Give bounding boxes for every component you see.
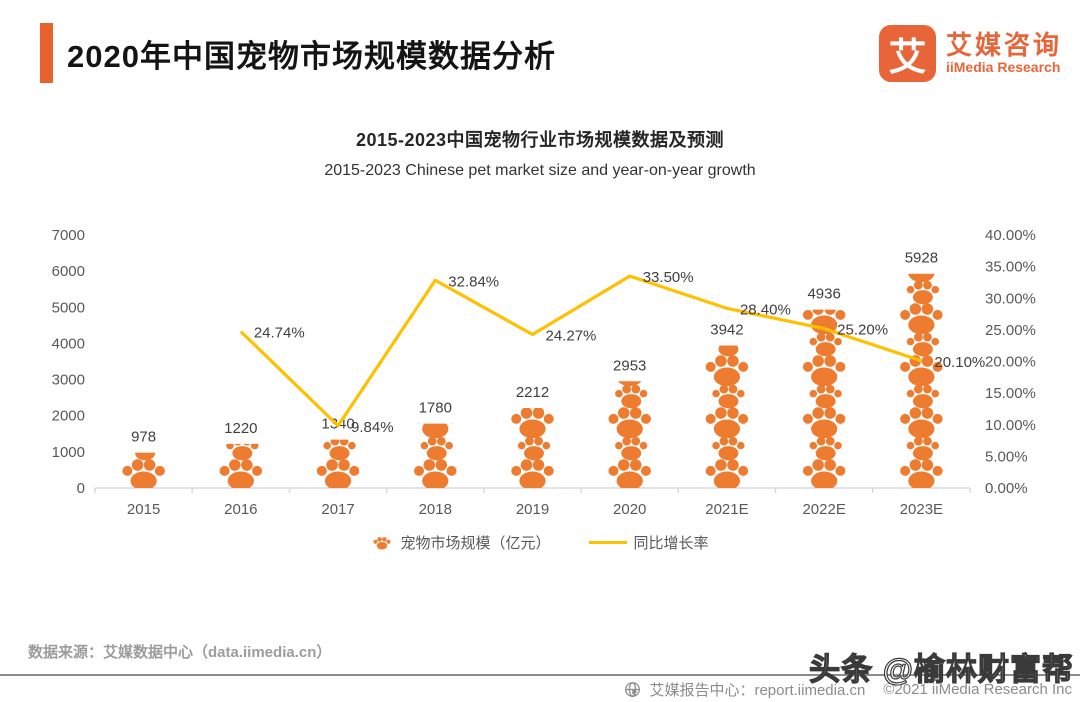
copyright-text: ©2021 iiMedia Research Inc (883, 681, 1072, 698)
svg-text:2000: 2000 (52, 408, 85, 425)
svg-text:40.00%: 40.00% (985, 227, 1036, 244)
svg-text:1780: 1780 (419, 400, 452, 417)
svg-text:2212: 2212 (516, 384, 549, 401)
legend-item-growth-rate: 同比增长率 (588, 532, 709, 553)
svg-text:2021E: 2021E (705, 501, 748, 518)
svg-text:4936: 4936 (807, 286, 840, 303)
brand-name-en: iiMedia Research (945, 59, 1061, 76)
svg-text:0.00%: 0.00% (985, 480, 1028, 497)
svg-text:2018: 2018 (419, 501, 452, 518)
svg-text:6000: 6000 (52, 263, 85, 280)
page-title: 2020年中国宠物市场规模数据分析 (67, 38, 556, 74)
svg-text:25.20%: 25.20% (837, 322, 888, 339)
svg-text:10.00%: 10.00% (985, 417, 1036, 434)
legend-label-market-size: 宠物市场规模（亿元） (400, 535, 551, 552)
svg-text:35.00%: 35.00% (985, 259, 1036, 276)
footer-divider (0, 674, 1080, 676)
chart-legend: 宠物市场规模（亿元） 同比增长率 (0, 532, 1080, 553)
brand-logo-icon: 艾 (878, 25, 936, 82)
svg-text:30.00%: 30.00% (985, 290, 1036, 307)
header: 2020年中国宠物市场规模数据分析 (40, 23, 556, 83)
paw-icon (373, 536, 391, 549)
svg-text:15.00%: 15.00% (985, 385, 1036, 402)
svg-text:20.10%: 20.10% (934, 354, 985, 371)
svg-text:978: 978 (131, 429, 156, 446)
combo-chart: 0 1000 2000 3000 4000 5000 6000 7000 0.00% 5.00% 1… (0, 220, 1080, 560)
legend-label-growth-rate: 同比增长率 (633, 535, 709, 552)
data-source-note: 数据来源：艾媒数据中心（data.iimedia.cn） (28, 644, 332, 661)
svg-text:2017: 2017 (321, 501, 354, 518)
svg-text:5.00%: 5.00% (985, 448, 1028, 465)
svg-text:2020: 2020 (613, 501, 646, 518)
watermark: 头条 @榆林财富帮 (809, 651, 1074, 687)
svg-text:9.84%: 9.84% (351, 419, 394, 436)
title-accent-bar (40, 23, 53, 83)
svg-text:2015: 2015 (127, 501, 160, 518)
svg-text:4000: 4000 (52, 335, 85, 352)
brand-logo: 艾 艾媒咨询 iiMedia Research (878, 25, 1062, 82)
svg-text:33.50%: 33.50% (643, 269, 694, 286)
svg-text:2953: 2953 (613, 357, 646, 374)
globe-cursor-icon (625, 682, 641, 697)
line-swatch-icon (588, 541, 627, 544)
report-center-link[interactable]: 艾媒报告中心：report.iimedia.cn (649, 682, 866, 699)
footer-bar: 艾媒报告中心：report.iimedia.cn ©2021 iiMedia R… (624, 679, 1072, 700)
svg-text:0: 0 (77, 480, 85, 497)
legend-item-market-size: 宠物市场规模（亿元） (371, 532, 551, 553)
svg-text:24.74%: 24.74% (254, 325, 305, 342)
svg-text:2022E: 2022E (802, 501, 845, 518)
svg-text:7000: 7000 (52, 227, 85, 244)
svg-text:2023E: 2023E (900, 501, 943, 518)
svg-text:1000: 1000 (52, 444, 85, 461)
brand-logo-text: 艾媒咨询 iiMedia Research (946, 31, 1062, 76)
chart-subtitle: 2015-2023 Chinese pet market size and ye… (324, 162, 756, 179)
svg-text:32.84%: 32.84% (448, 273, 499, 290)
svg-text:24.27%: 24.27% (546, 327, 597, 344)
svg-text:3000: 3000 (52, 372, 85, 389)
svg-text:3942: 3942 (710, 322, 743, 339)
svg-text:25.00%: 25.00% (985, 322, 1036, 339)
svg-text:2016: 2016 (224, 501, 257, 518)
brand-name-zh: 艾媒咨询 (945, 29, 1062, 60)
svg-text:5000: 5000 (52, 299, 85, 316)
svg-text:1220: 1220 (224, 420, 257, 437)
chart-title: 2015-2023中国宠物行业市场规模数据及预测 (355, 130, 725, 150)
svg-text:5928: 5928 (905, 250, 938, 267)
svg-text:2019: 2019 (516, 501, 549, 518)
svg-text:20.00%: 20.00% (985, 354, 1036, 371)
svg-text:28.40%: 28.40% (740, 301, 791, 318)
